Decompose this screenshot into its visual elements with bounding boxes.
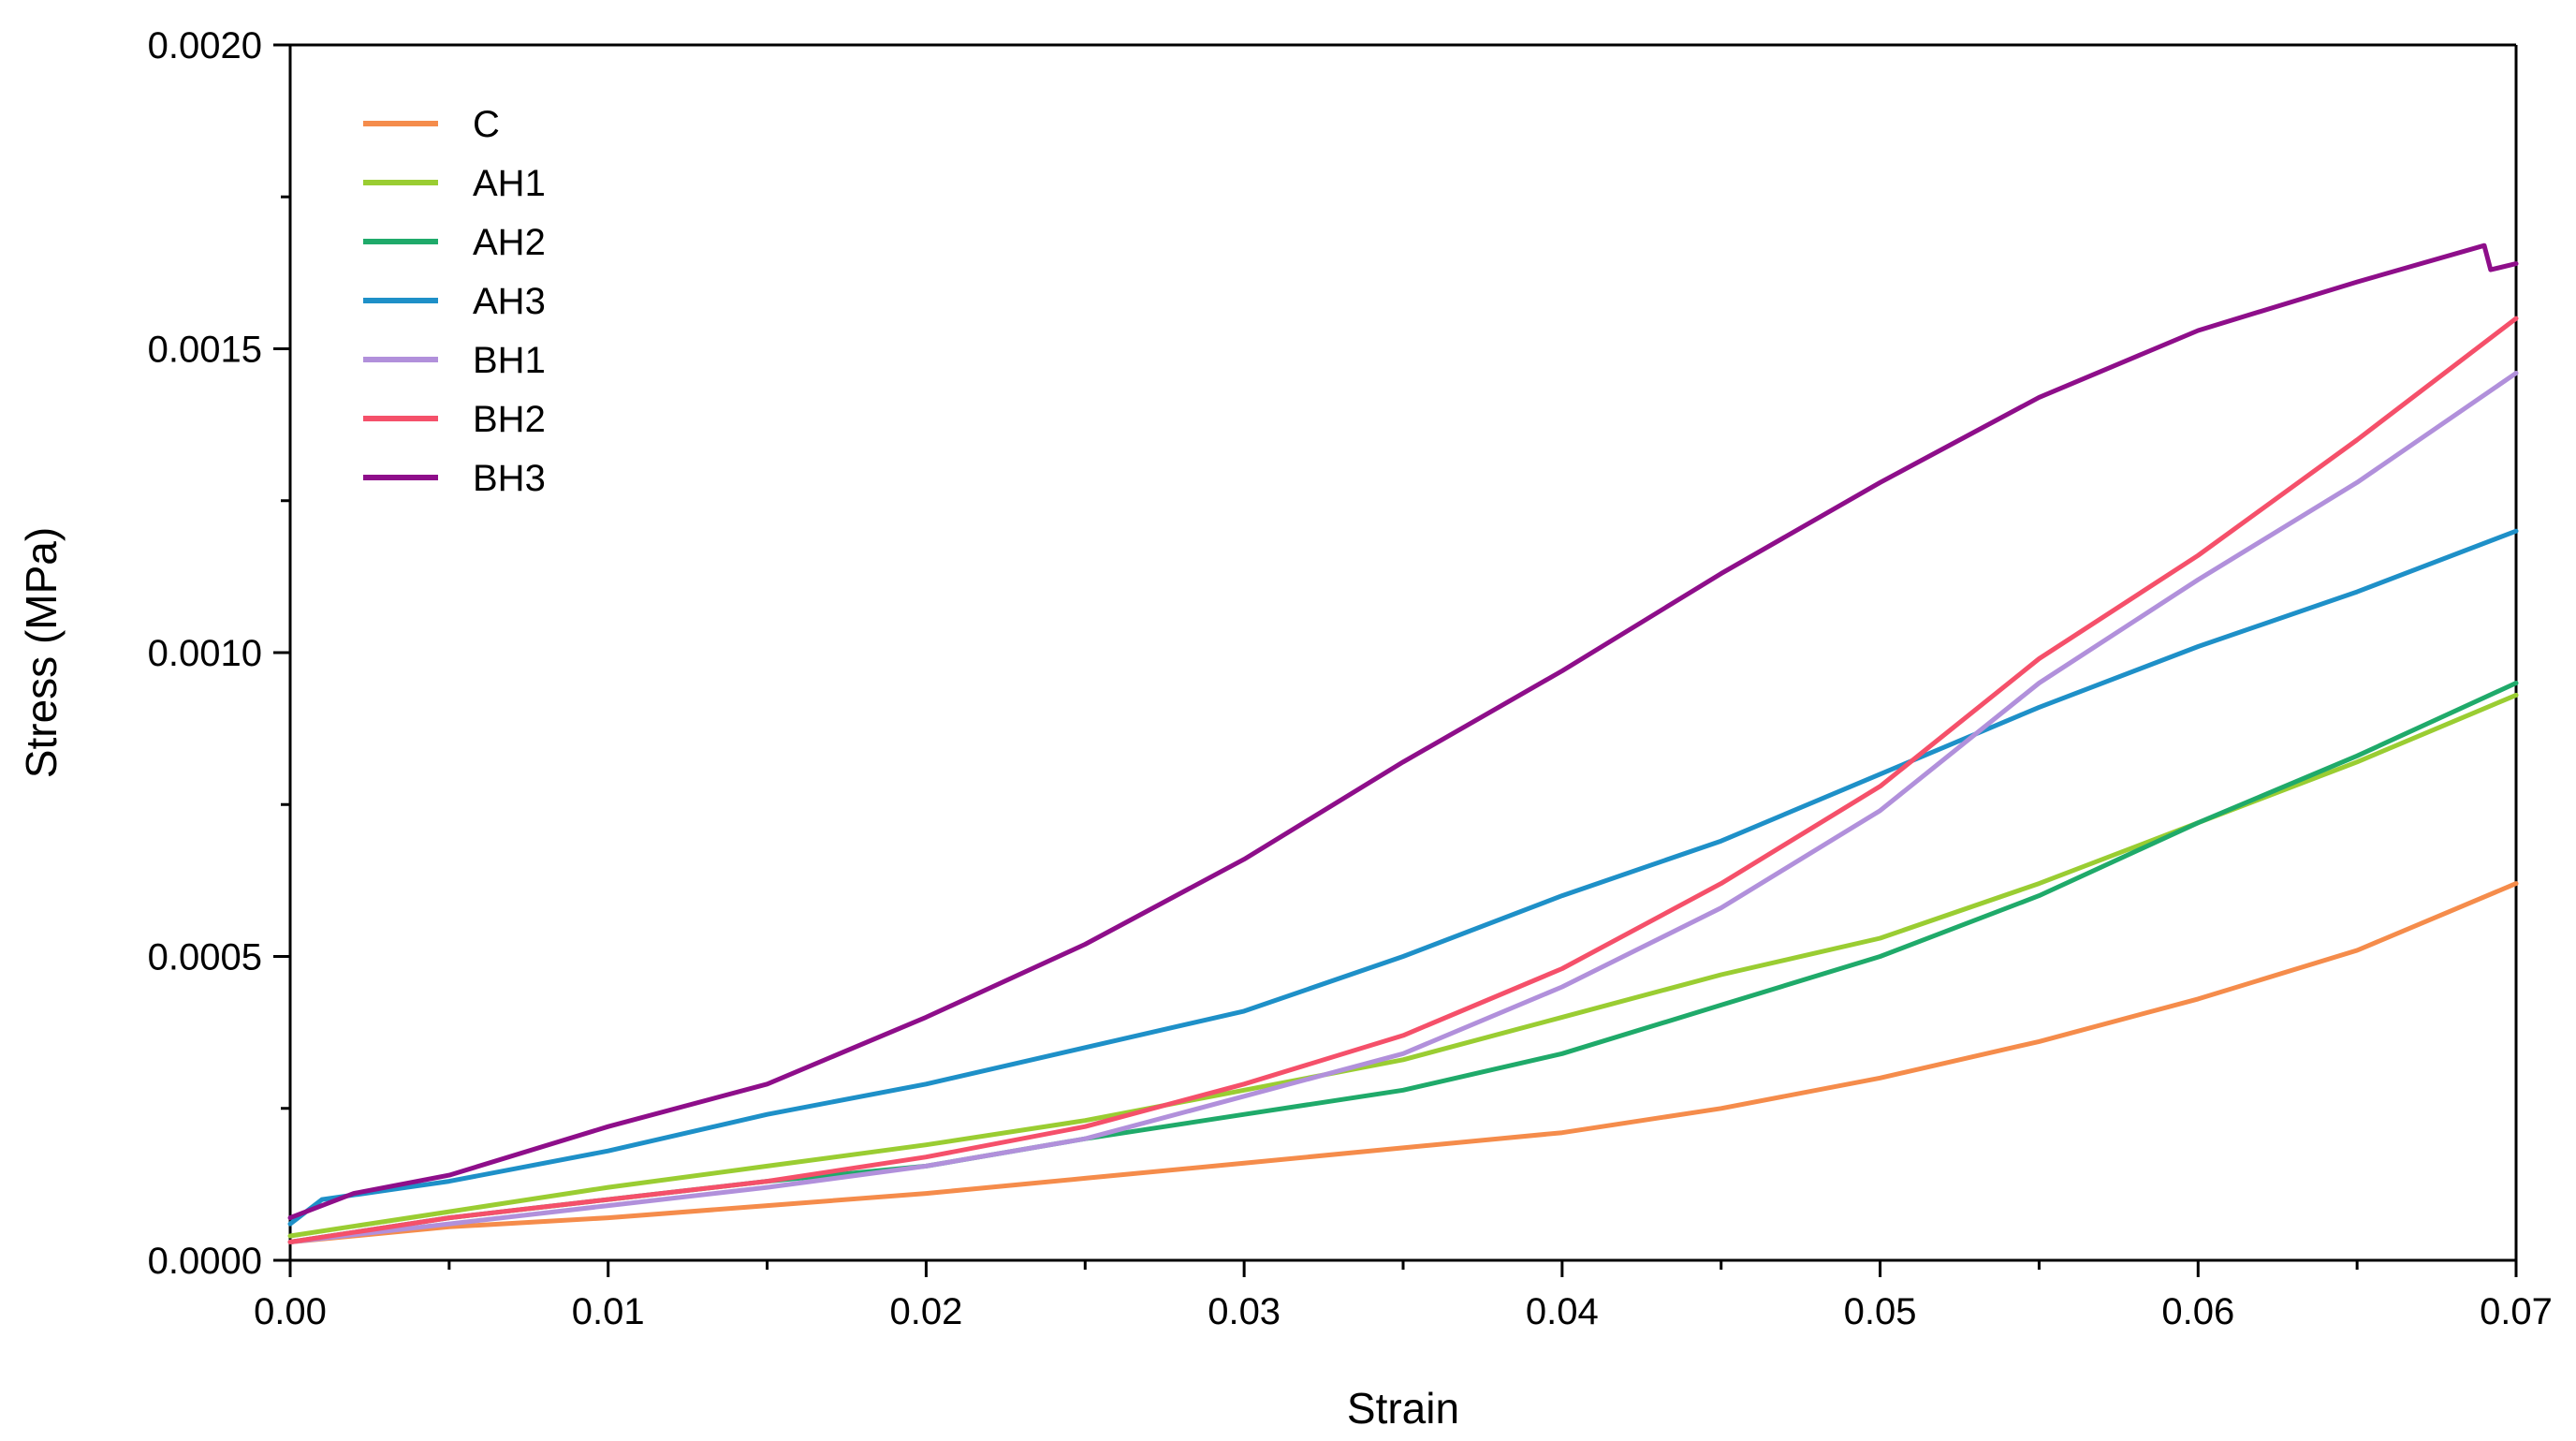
axes: 0.00 0.01 0.02 0.03 0.04 0.05 0.06 0.07 0.0000 0.…: [148, 25, 2553, 1332]
legend-label-ah3: AH3: [473, 281, 546, 322]
y-tick-label: 0.0010: [148, 633, 262, 674]
series-line-bh2: [287, 316, 2519, 1244]
series-layer: [287, 243, 2519, 1244]
legend-label-ah1: AH1: [473, 163, 546, 204]
series-line-ah3: [287, 528, 2519, 1227]
y-tick-label: 0.0015: [148, 330, 262, 371]
legend-label-bh3: BH3: [473, 458, 546, 499]
series-line-bh1: [287, 371, 2519, 1244]
legend-label-ah2: AH2: [473, 222, 546, 263]
x-tick-label: 0.02: [889, 1291, 962, 1332]
x-tick-label: 0.05: [1844, 1291, 1917, 1332]
y-tick-label: 0.0020: [148, 25, 262, 66]
x-tick-label: 0.06: [2161, 1291, 2234, 1332]
legend-label-c: C: [473, 104, 500, 145]
legend-label-bh1: BH1: [473, 340, 546, 381]
x-tick-label: 0.07: [2480, 1291, 2553, 1332]
series-line-ah1: [287, 692, 2519, 1239]
legend: C AH1 AH2 AH3 BH1 BH2 BH3: [363, 104, 546, 499]
y-axis-title: Stress (MPa): [17, 527, 66, 778]
series-line-ah2: [287, 681, 2519, 1244]
x-tick-label: 0.00: [254, 1291, 327, 1332]
x-tick-label: 0.03: [1208, 1291, 1281, 1332]
series-line-c: [287, 881, 2519, 1244]
y-tick-label: 0.0005: [148, 937, 262, 978]
x-tick-label: 0.04: [1526, 1291, 1599, 1332]
y-tick-label: 0.0000: [148, 1241, 262, 1282]
x-tick-label: 0.01: [572, 1291, 645, 1332]
series-line-bh3: [287, 243, 2519, 1221]
legend-label-bh2: BH2: [473, 399, 546, 440]
x-axis-title: Strain: [1347, 1384, 1459, 1433]
